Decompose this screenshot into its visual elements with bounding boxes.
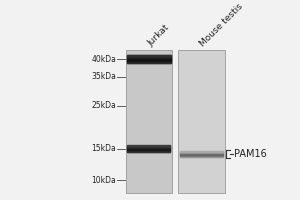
Text: 25kDa: 25kDa: [92, 101, 116, 110]
Bar: [126, 50, 172, 193]
Text: PAM16: PAM16: [234, 149, 266, 159]
Text: Mouse testis: Mouse testis: [199, 2, 245, 48]
Text: 35kDa: 35kDa: [92, 72, 116, 81]
Text: 10kDa: 10kDa: [92, 176, 116, 185]
Text: Jurkat: Jurkat: [146, 23, 171, 48]
Text: 15kDa: 15kDa: [92, 144, 116, 153]
Text: 40kDa: 40kDa: [92, 55, 116, 64]
Bar: [178, 50, 225, 193]
